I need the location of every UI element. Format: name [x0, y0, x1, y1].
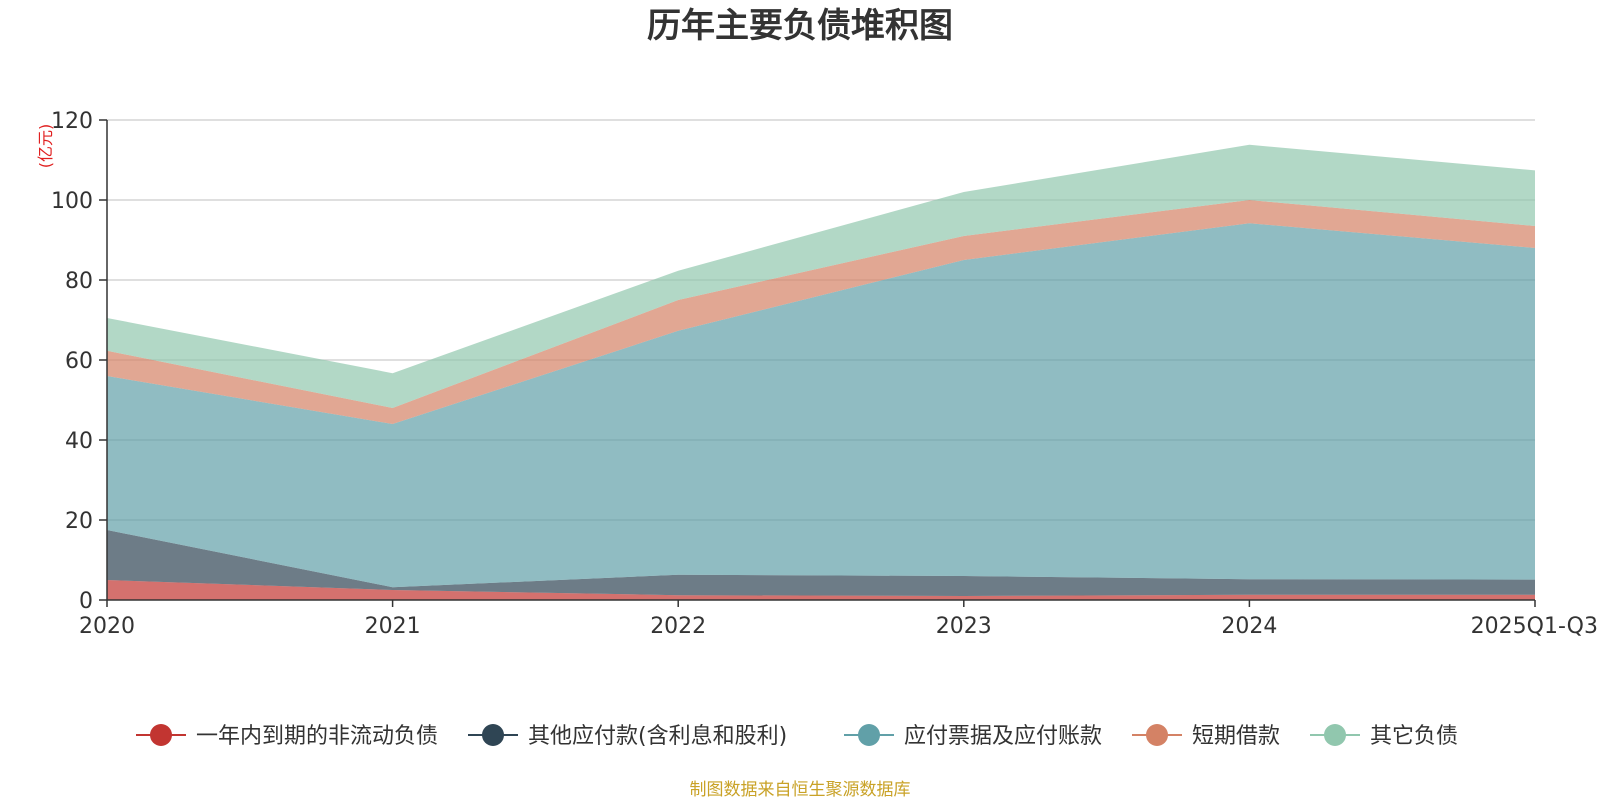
data-source-note: 制图数据来自恒生聚源数据库 — [690, 780, 911, 800]
area-series-5 — [107, 144, 1535, 409]
y-tick-label-100: 100 — [51, 189, 93, 214]
x-tick-label-2025Q1-Q3: 2025Q1-Q3 — [1471, 614, 1598, 639]
y-tick-label-0: 0 — [79, 589, 93, 614]
chart-title: 历年主要负债堆积图 — [647, 6, 953, 46]
area-series — [107, 144, 1535, 600]
y-axis-unit: (亿元) — [36, 124, 55, 169]
y-tick-label-60: 60 — [65, 349, 93, 374]
legend-item-3[interactable]: 应付票据及应付账款 — [844, 724, 1102, 749]
x-tick-label-2023: 2023 — [936, 614, 992, 639]
x-tick-label-2020: 2020 — [79, 614, 135, 639]
legend-marker-4 — [1146, 724, 1168, 746]
legend-marker-3 — [858, 724, 880, 746]
x-tick-label-2024: 2024 — [1221, 614, 1277, 639]
legend-label-4: 短期借款 — [1192, 724, 1280, 749]
x-tick-label-2021: 2021 — [365, 614, 421, 639]
legend-marker-5 — [1324, 724, 1346, 746]
y-tick-label-40: 40 — [65, 429, 93, 454]
legend-item-2[interactable]: 其他应付款(含利息和股利) — [468, 724, 787, 749]
legend-label-1: 一年内到期的非流动负债 — [196, 724, 438, 749]
y-tick-label-80: 80 — [65, 269, 93, 294]
legend-label-2: 其他应付款(含利息和股利) — [528, 724, 787, 749]
legend-item-4[interactable]: 短期借款 — [1132, 724, 1280, 749]
area-series-4 — [107, 200, 1535, 424]
axes: 0 20 40 60 80 100 120 2020 2021 2022 2023 2024 2025Q… — [51, 109, 1598, 639]
x-tick-label-2022: 2022 — [650, 614, 706, 639]
y-tick-label-120: 120 — [51, 109, 93, 134]
legend: 一年内到期的非流动负债 其他应付款(含利息和股利) 应付票据及应付账款 短期借款 其它负… — [136, 724, 1458, 749]
legend-marker-1 — [150, 724, 172, 746]
legend-label-5: 其它负债 — [1370, 724, 1458, 749]
legend-label-3: 应付票据及应付账款 — [904, 724, 1102, 749]
area-series-2 — [107, 530, 1535, 596]
legend-marker-2 — [482, 724, 504, 746]
legend-item-1[interactable]: 一年内到期的非流动负债 — [136, 724, 438, 749]
legend-item-5[interactable]: 其它负债 — [1310, 724, 1458, 749]
area-series-1 — [107, 580, 1535, 600]
y-tick-label-20: 20 — [65, 509, 93, 534]
area-series-3 — [107, 223, 1535, 588]
